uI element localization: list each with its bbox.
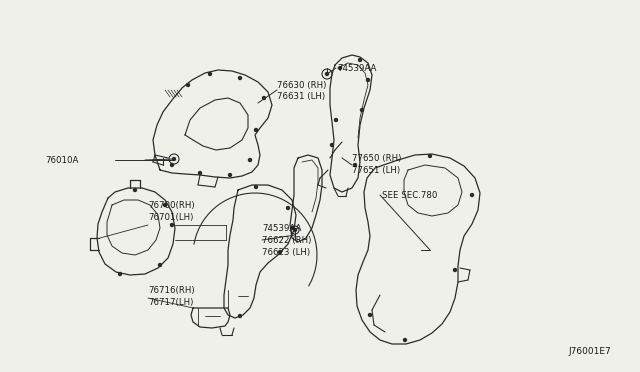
Circle shape (248, 158, 252, 161)
Circle shape (255, 186, 257, 189)
Circle shape (429, 154, 431, 157)
Circle shape (186, 83, 189, 87)
Circle shape (278, 250, 282, 253)
Text: J76001E7: J76001E7 (568, 347, 611, 356)
Circle shape (360, 109, 364, 112)
Circle shape (255, 128, 257, 131)
Text: SEE SEC.780: SEE SEC.780 (382, 190, 437, 199)
Circle shape (403, 339, 406, 341)
Text: 76622 (RH): 76622 (RH) (262, 235, 312, 244)
Circle shape (198, 171, 202, 174)
Circle shape (330, 144, 333, 147)
Circle shape (118, 273, 122, 276)
Circle shape (170, 224, 173, 227)
Text: 76630 (RH): 76630 (RH) (277, 80, 326, 90)
Text: 74539AA: 74539AA (337, 64, 376, 73)
Circle shape (134, 189, 136, 192)
Text: 76717(LH): 76717(LH) (148, 298, 193, 307)
Circle shape (239, 77, 241, 80)
Text: 76623 (LH): 76623 (LH) (262, 247, 310, 257)
Circle shape (173, 157, 175, 160)
Circle shape (159, 263, 161, 266)
Circle shape (163, 203, 166, 206)
Text: 76010A: 76010A (45, 155, 78, 164)
Text: 74539AA: 74539AA (262, 224, 301, 232)
Circle shape (262, 96, 266, 99)
Circle shape (335, 119, 337, 122)
Circle shape (294, 228, 296, 231)
Circle shape (339, 67, 342, 70)
Text: 76716(RH): 76716(RH) (148, 285, 195, 295)
Circle shape (239, 314, 241, 317)
Circle shape (228, 173, 232, 176)
Circle shape (170, 164, 173, 167)
Circle shape (287, 206, 289, 209)
Circle shape (326, 73, 328, 76)
Text: 77650 (RH): 77650 (RH) (352, 154, 401, 163)
Text: 76631 (LH): 76631 (LH) (277, 92, 325, 100)
Circle shape (353, 164, 356, 167)
Circle shape (454, 269, 456, 272)
Circle shape (209, 73, 211, 76)
Circle shape (470, 193, 474, 196)
Text: 76700(RH): 76700(RH) (148, 201, 195, 209)
Circle shape (358, 58, 362, 61)
Text: 77651 (LH): 77651 (LH) (352, 166, 400, 174)
Text: 76701(LH): 76701(LH) (148, 212, 193, 221)
Circle shape (369, 314, 371, 317)
Circle shape (367, 78, 369, 81)
Circle shape (291, 227, 294, 230)
